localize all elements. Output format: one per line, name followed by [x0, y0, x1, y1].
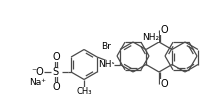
Text: O: O	[160, 25, 168, 35]
Text: S: S	[52, 67, 58, 77]
Text: O: O	[52, 52, 60, 62]
Text: ⁻O: ⁻O	[32, 67, 45, 77]
Text: NH₂: NH₂	[142, 33, 159, 42]
Text: O: O	[52, 82, 60, 92]
Text: NH: NH	[99, 60, 112, 69]
Text: Br: Br	[101, 42, 111, 51]
Text: CH₃: CH₃	[76, 87, 92, 96]
Text: O: O	[160, 79, 168, 89]
Text: Na⁺: Na⁺	[30, 77, 47, 86]
